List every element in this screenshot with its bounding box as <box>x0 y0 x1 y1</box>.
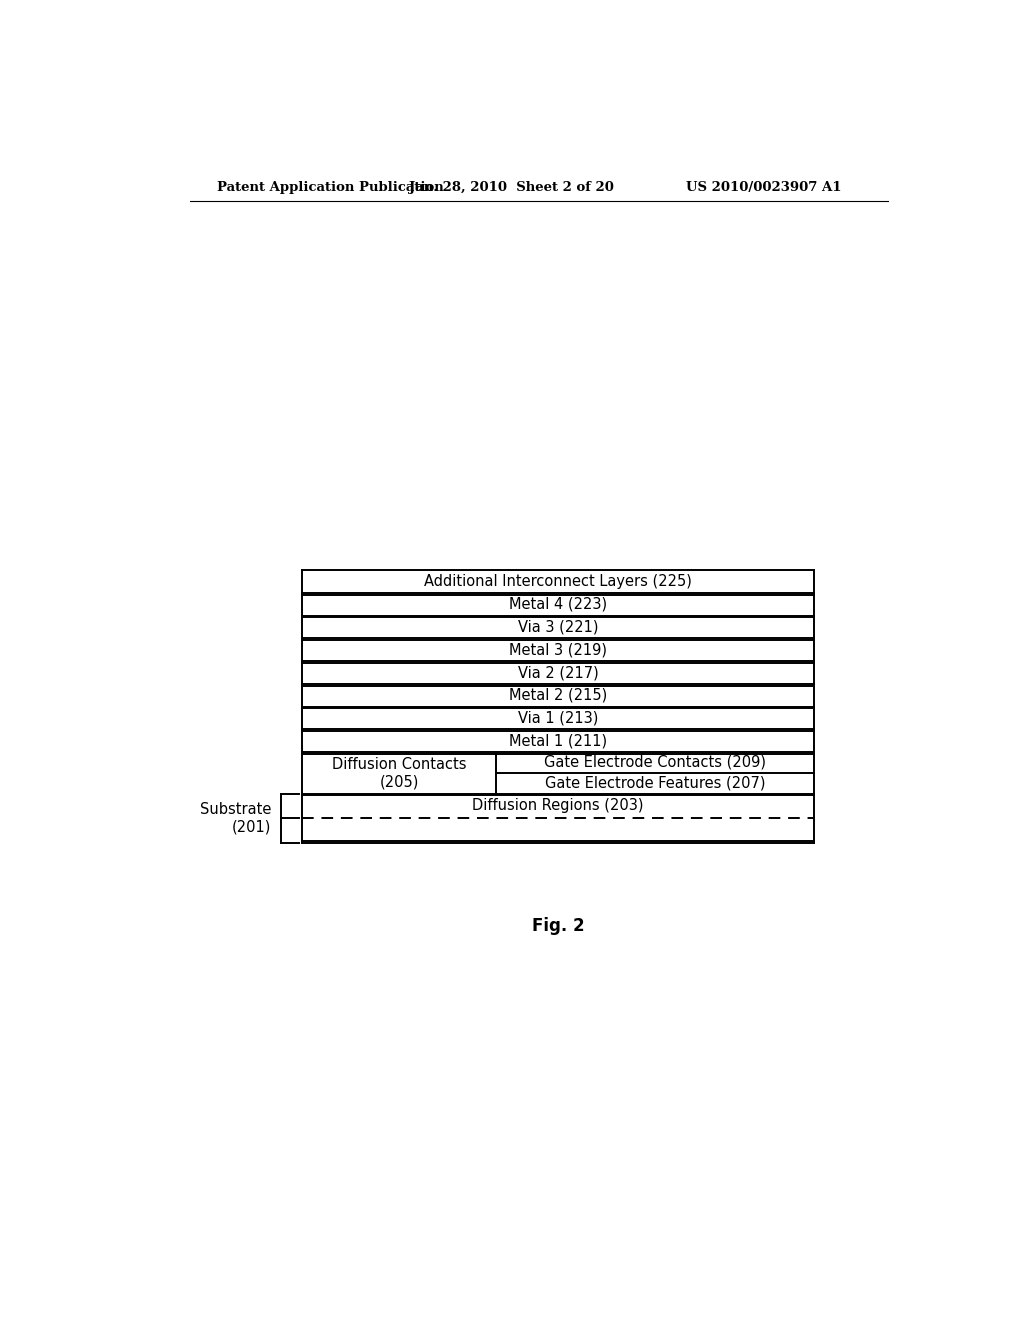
Text: Diffusion Contacts
(205): Diffusion Contacts (205) <box>332 756 467 789</box>
Text: Jan. 28, 2010  Sheet 2 of 20: Jan. 28, 2010 Sheet 2 of 20 <box>410 181 614 194</box>
Text: Patent Application Publication: Patent Application Publication <box>217 181 443 194</box>
Text: Via 2 (217): Via 2 (217) <box>518 665 598 680</box>
Text: Metal 1 (211): Metal 1 (211) <box>509 733 607 748</box>
Text: Diffusion Regions (203): Diffusion Regions (203) <box>472 799 644 813</box>
Text: Gate Electrode Contacts (209): Gate Electrode Contacts (209) <box>544 755 766 770</box>
Text: Gate Electrode Features (207): Gate Electrode Features (207) <box>545 776 765 791</box>
Text: Via 3 (221): Via 3 (221) <box>518 619 598 635</box>
Text: Metal 4 (223): Metal 4 (223) <box>509 597 607 612</box>
Text: US 2010/0023907 A1: US 2010/0023907 A1 <box>685 181 841 194</box>
Text: Metal 2 (215): Metal 2 (215) <box>509 688 607 702</box>
Text: Via 1 (213): Via 1 (213) <box>518 710 598 726</box>
Text: Additional Interconnect Layers (225): Additional Interconnect Layers (225) <box>424 574 692 589</box>
Text: Fig. 2: Fig. 2 <box>531 917 585 935</box>
Text: Substrate
(201): Substrate (201) <box>200 803 271 834</box>
Text: Metal 3 (219): Metal 3 (219) <box>509 643 607 657</box>
